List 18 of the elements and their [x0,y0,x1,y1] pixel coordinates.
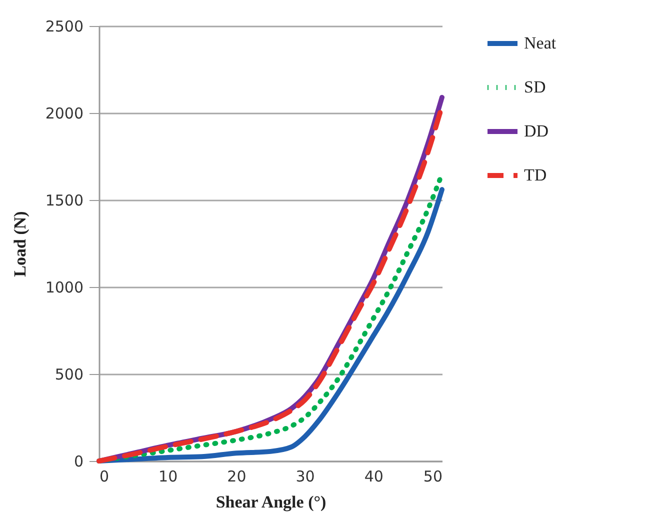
y-tick-label: 500 [54,366,84,384]
y-tick-label: 2000 [45,104,84,122]
legend-label: TD [524,166,547,184]
y-tick-label: 2500 [45,18,84,36]
legend-label: Neat [524,34,556,52]
legend-label: DD [524,122,549,140]
x-tick-label: 30 [296,468,315,486]
x-tick-label: 20 [227,468,246,486]
x-tick-label: 50 [423,468,442,486]
y-tick-label: 0 [74,452,84,470]
y-tick-label: 1500 [45,192,84,210]
y-axis-title: Load (N) [10,211,30,277]
x-axis-title: Shear Angle (°) [216,492,326,512]
x-tick-label: 0 [100,468,110,486]
y-tick-label: 1000 [45,278,84,296]
x-tick-label: 40 [364,468,384,486]
x-tick-label: 10 [158,468,178,486]
legend-label: SD [524,78,546,96]
